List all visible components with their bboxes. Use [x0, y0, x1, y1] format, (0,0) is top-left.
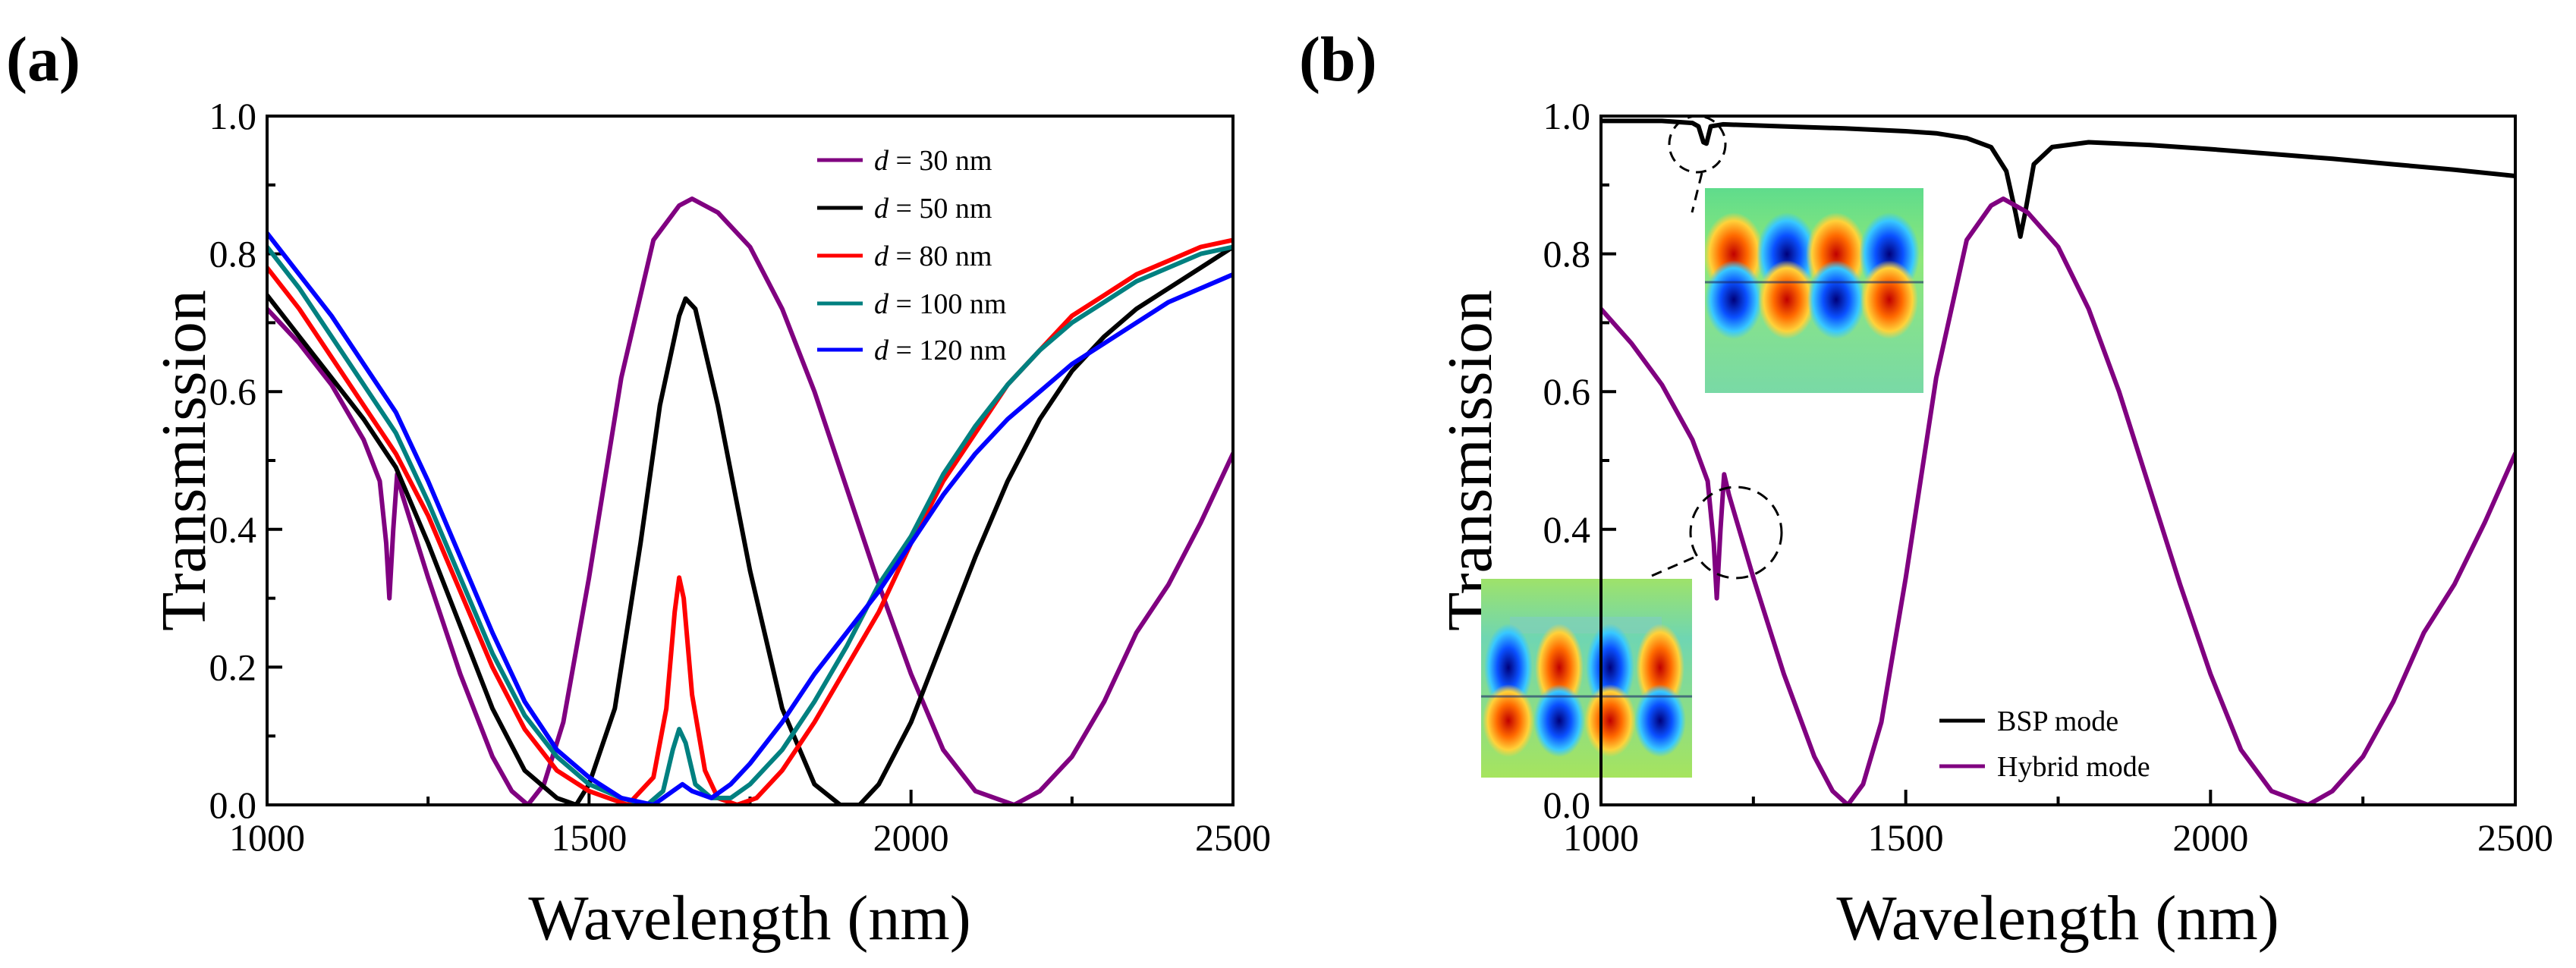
legend-label-hybrid: Hybrid mode	[1997, 751, 2150, 783]
x-tick-label-b: 1500	[1868, 816, 1944, 859]
x-tick-label-a: 1500	[551, 816, 627, 859]
x-tick-label-b: 2500	[2477, 816, 2553, 859]
hybrid-dip-dashed-circle	[1689, 486, 1783, 580]
y-tick-label-b: 0.8	[1543, 233, 1591, 275]
x-tick-label-b: 1000	[1563, 816, 1639, 859]
panel-b-ylabel: Transmission	[1435, 290, 1505, 631]
bsp-dip-leader-line	[1691, 172, 1703, 213]
x-tick-label-a: 2000	[873, 816, 949, 859]
panel-b-legend: BSP mode Hybrid mode	[1939, 706, 2150, 783]
series-line-a-4	[267, 231, 1233, 805]
legend-label-d80: d = 80 nm	[874, 240, 992, 272]
y-tick-label-a: 0.4	[209, 508, 257, 551]
panel-b: (b) Transmission Wavelength (nm) 1000 150…	[1299, 24, 2553, 954]
legend-rest-d30: = 30 nm	[889, 145, 992, 177]
hybrid-dip-annotation	[1646, 486, 1783, 580]
panel-a-label: (a)	[6, 24, 80, 95]
series-line-b-0	[1601, 118, 2515, 239]
legend-label-bsp: BSP mode	[1997, 706, 2118, 737]
panel-a-axes-frame	[266, 115, 1235, 806]
y-tick-label-b: 0.6	[1543, 370, 1591, 413]
legend-rest-d80: = 80 nm	[889, 240, 992, 272]
x-tick-label-b: 2000	[2172, 816, 2248, 859]
y-tick-label-a: 0.0	[209, 784, 257, 826]
x-tick-label-a: 1000	[229, 816, 305, 859]
series-line-a-3	[267, 244, 1233, 805]
hybrid-dip-leader-line	[1646, 556, 1694, 580]
legend-var-d100: d	[874, 288, 889, 320]
panel-a-y-ticks: 0.0 0.2 0.4 0.6 0.8 1.0	[209, 95, 282, 826]
legend-var-d120: d	[874, 335, 889, 366]
panel-a-ylabel: Transmission	[149, 290, 219, 631]
y-tick-label-a: 0.6	[209, 370, 257, 413]
panel-a-x-ticks: 1000 1500 2000 2500	[229, 790, 1271, 859]
legend-var-d80: d	[874, 240, 889, 272]
panel-a-xlabel: Wavelength (nm)	[528, 883, 970, 954]
panel-b-x-ticks: 1000 1500 2000 2500	[1563, 790, 2553, 859]
legend-label-d120: d = 120 nm	[874, 335, 1007, 366]
panel-b-label: (b)	[1299, 24, 1377, 95]
series-line-a-0	[267, 196, 1233, 805]
panel-a-series	[267, 196, 1233, 805]
legend-var-d30: d	[874, 145, 889, 177]
y-tick-label-a: 0.8	[209, 233, 257, 275]
legend-label-d30: d = 30 nm	[874, 145, 992, 177]
legend-rest-d100: = 100 nm	[889, 288, 1007, 320]
panel-b-axes-frame	[1599, 115, 2517, 806]
field-map-inset-hybrid	[1481, 579, 1692, 778]
panel-b-xlabel: Wavelength (nm)	[1836, 883, 2279, 954]
legend-label-d50: d = 50 nm	[874, 193, 992, 225]
x-tick-label-a: 2500	[1195, 816, 1271, 859]
legend-label-d100: d = 100 nm	[874, 288, 1007, 320]
legend-rest-d120: = 120 nm	[889, 335, 1007, 366]
panel-a-legend: d = 30 nm d = 50 nm d = 80 nm d = 100 nm…	[817, 145, 1007, 366]
panel-a: (a) Transmission Wavelength (nm) 1000 150…	[6, 24, 1271, 954]
legend-rest-d50: = 50 nm	[889, 193, 992, 225]
y-tick-label-a: 1.0	[209, 95, 257, 137]
y-tick-label-b: 0.4	[1543, 508, 1591, 551]
series-line-a-1	[267, 244, 1233, 805]
y-tick-label-b: 0.0	[1543, 784, 1591, 826]
y-tick-label-b: 1.0	[1543, 95, 1591, 137]
field-map-inset-bsp	[1705, 188, 1923, 393]
y-tick-label-a: 0.2	[209, 646, 257, 688]
legend-var-d50: d	[874, 193, 889, 225]
